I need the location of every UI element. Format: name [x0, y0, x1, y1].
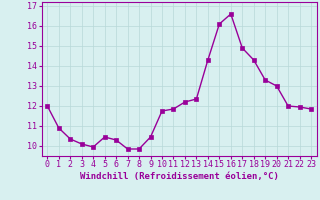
X-axis label: Windchill (Refroidissement éolien,°C): Windchill (Refroidissement éolien,°C) — [80, 172, 279, 181]
